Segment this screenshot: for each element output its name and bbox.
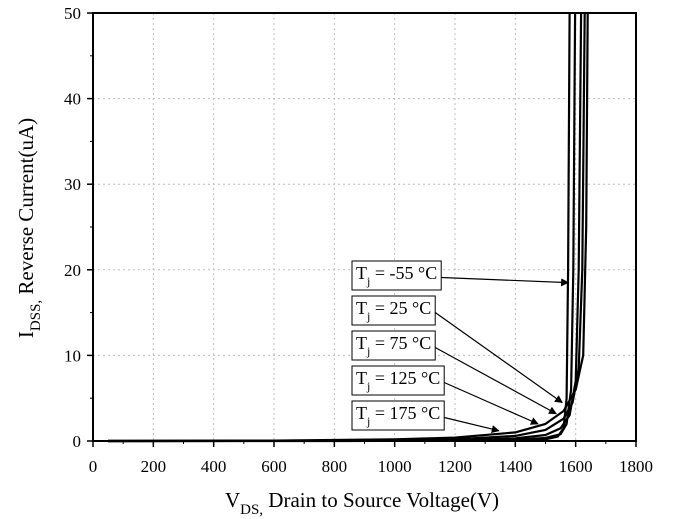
x-tick-label: 600: [261, 457, 287, 476]
annotation-text: = 175 °C: [370, 403, 440, 423]
annotation-arrow-4: [444, 416, 500, 433]
y-axis-title-main: I: [14, 331, 38, 338]
y-axis-title-sub: DSS,: [28, 300, 44, 331]
y-axis-title: IDSS, Reverse Current(uA): [14, 118, 44, 338]
annotation-box-4: [351, 400, 445, 431]
x-axis-title-sub: DS,: [240, 502, 263, 518]
series-line-0: [108, 12, 571, 443]
series-line-4: [108, 12, 589, 443]
annotation-t: T: [356, 298, 367, 318]
annotations: Tj = -55 °CTj = 25 °CTj = 75 °CTj = 125 …: [351, 260, 570, 433]
annotation-arrow-3: [443, 381, 539, 425]
annotation-text: = 25 °C: [370, 298, 431, 318]
annotation-t: T: [356, 403, 367, 423]
annotation-label-2: Tj = 75 °C: [356, 333, 431, 358]
annotation-text: = -55 °C: [370, 263, 437, 283]
series-line-3: [108, 12, 586, 443]
annotation-sub: j: [366, 274, 370, 288]
series-line-1: [108, 12, 577, 443]
annotation-box-2: [351, 330, 436, 361]
x-tick-label: 1600: [559, 457, 593, 476]
annotation-text: = 75 °C: [370, 333, 431, 353]
axis-ticks: 0 200 400 600 800 1000 1200 1400 1600 1800 0 10 20 30…: [64, 4, 653, 476]
y-tick-label: 20: [64, 261, 81, 280]
x-tick-label: 800: [322, 457, 348, 476]
annotation-sub: j: [366, 344, 370, 358]
annotation-label-3: Tj = 125 °C: [356, 368, 440, 393]
x-tick-label: 1800: [619, 457, 653, 476]
annotation-t: T: [356, 368, 367, 388]
annotation-text: = 125 °C: [370, 368, 440, 388]
annotation-label-0: Tj = -55 °C: [356, 263, 437, 288]
annotation-arrow-1: [434, 312, 563, 404]
annotation-box-1: [351, 295, 436, 326]
x-tick-label: 1200: [438, 457, 472, 476]
series-line-2: [108, 12, 583, 443]
annotation-box-0: [351, 260, 442, 291]
annotation-sub: j: [366, 414, 370, 428]
annotation-t: T: [356, 263, 367, 283]
annotation-box-3: [351, 365, 445, 396]
annotation-t: T: [356, 333, 367, 353]
y-tick-label: 30: [64, 175, 81, 194]
annotation-arrow-2: [434, 346, 557, 415]
x-tick-label: 1000: [378, 457, 412, 476]
x-tick-label: 400: [201, 457, 227, 476]
x-tick-label: 0: [89, 457, 98, 476]
x-axis-title-main: V: [225, 488, 240, 512]
annotation-label-1: Tj = 25 °C: [356, 298, 431, 323]
y-tick-label: 40: [64, 90, 81, 109]
y-tick-label: 0: [73, 432, 82, 451]
y-tick-label: 10: [64, 346, 81, 365]
x-tick-label: 1400: [498, 457, 532, 476]
annotation-label-4: Tj = 175 °C: [356, 403, 440, 428]
x-axis-title-rest: Drain to Source Voltage(V): [263, 488, 499, 512]
annotation-arrow-0: [441, 276, 570, 287]
annotation-sub: j: [366, 309, 370, 323]
annotation-sub: j: [366, 379, 370, 393]
x-tick-label: 200: [141, 457, 167, 476]
y-axis-title-rest: Reverse Current(uA): [14, 118, 38, 300]
y-tick-label: 50: [64, 4, 81, 23]
series-lines: [108, 12, 589, 443]
x-axis-title: VDS, Drain to Source Voltage(V): [225, 488, 499, 518]
